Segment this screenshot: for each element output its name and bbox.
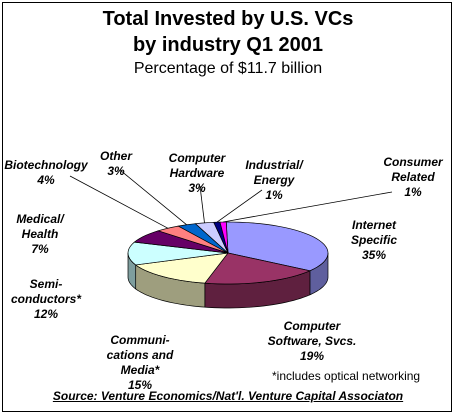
chart-frame (2, 2, 452, 412)
chart-subtitle: Percentage of $11.7 billion (133, 60, 323, 77)
label-consumer-related: Consumer Related 1% (383, 155, 443, 199)
footnote: *includes optical networking (272, 369, 421, 383)
leader-line-biotechnology (69, 175, 168, 229)
pie-top-faces (127, 221, 329, 285)
label-internet-specific: Internet Specific 35% (350, 218, 398, 262)
source-note: Source: Venture Economics/Nat'l. Venture… (52, 389, 404, 403)
label-computer-software: Computer Software, Svcs. 19% (267, 319, 357, 363)
leader-line-computer-hardware (199, 185, 205, 223)
pie-slice-medical-health (133, 230, 229, 254)
label-semiconductors: Semi-conductors* 12% (10, 277, 81, 321)
pie-slice-computer-software-svcs (204, 252, 312, 285)
leader-line-other (119, 169, 187, 226)
leader-line-industrial-energy (216, 189, 263, 223)
label-biotechnology: Biotechnology 4% (4, 158, 88, 187)
chart-title: Total Invested by U.S. VCs (102, 8, 354, 30)
label-industrial-energy: Industrial/Energy 1% (245, 158, 303, 202)
leader-lines (69, 169, 393, 229)
label-other: Other 3% (99, 149, 132, 178)
label-communications-media: Communi-cations and Media* 15% (106, 333, 174, 392)
pie-slice-semiconductors (127, 241, 229, 266)
label-medical-health: Medical/Health 7% (16, 212, 64, 256)
chart-title-line2: by industry Q1 2001 (132, 34, 324, 56)
pie-slice-internet-specific (225, 221, 329, 272)
pie-slice-communications-and-media (134, 252, 229, 284)
pie-side-walls (127, 252, 329, 309)
label-computer-hardware: Computer Hardware 3% (168, 151, 226, 195)
leader-line-consumer-related (223, 191, 393, 223)
